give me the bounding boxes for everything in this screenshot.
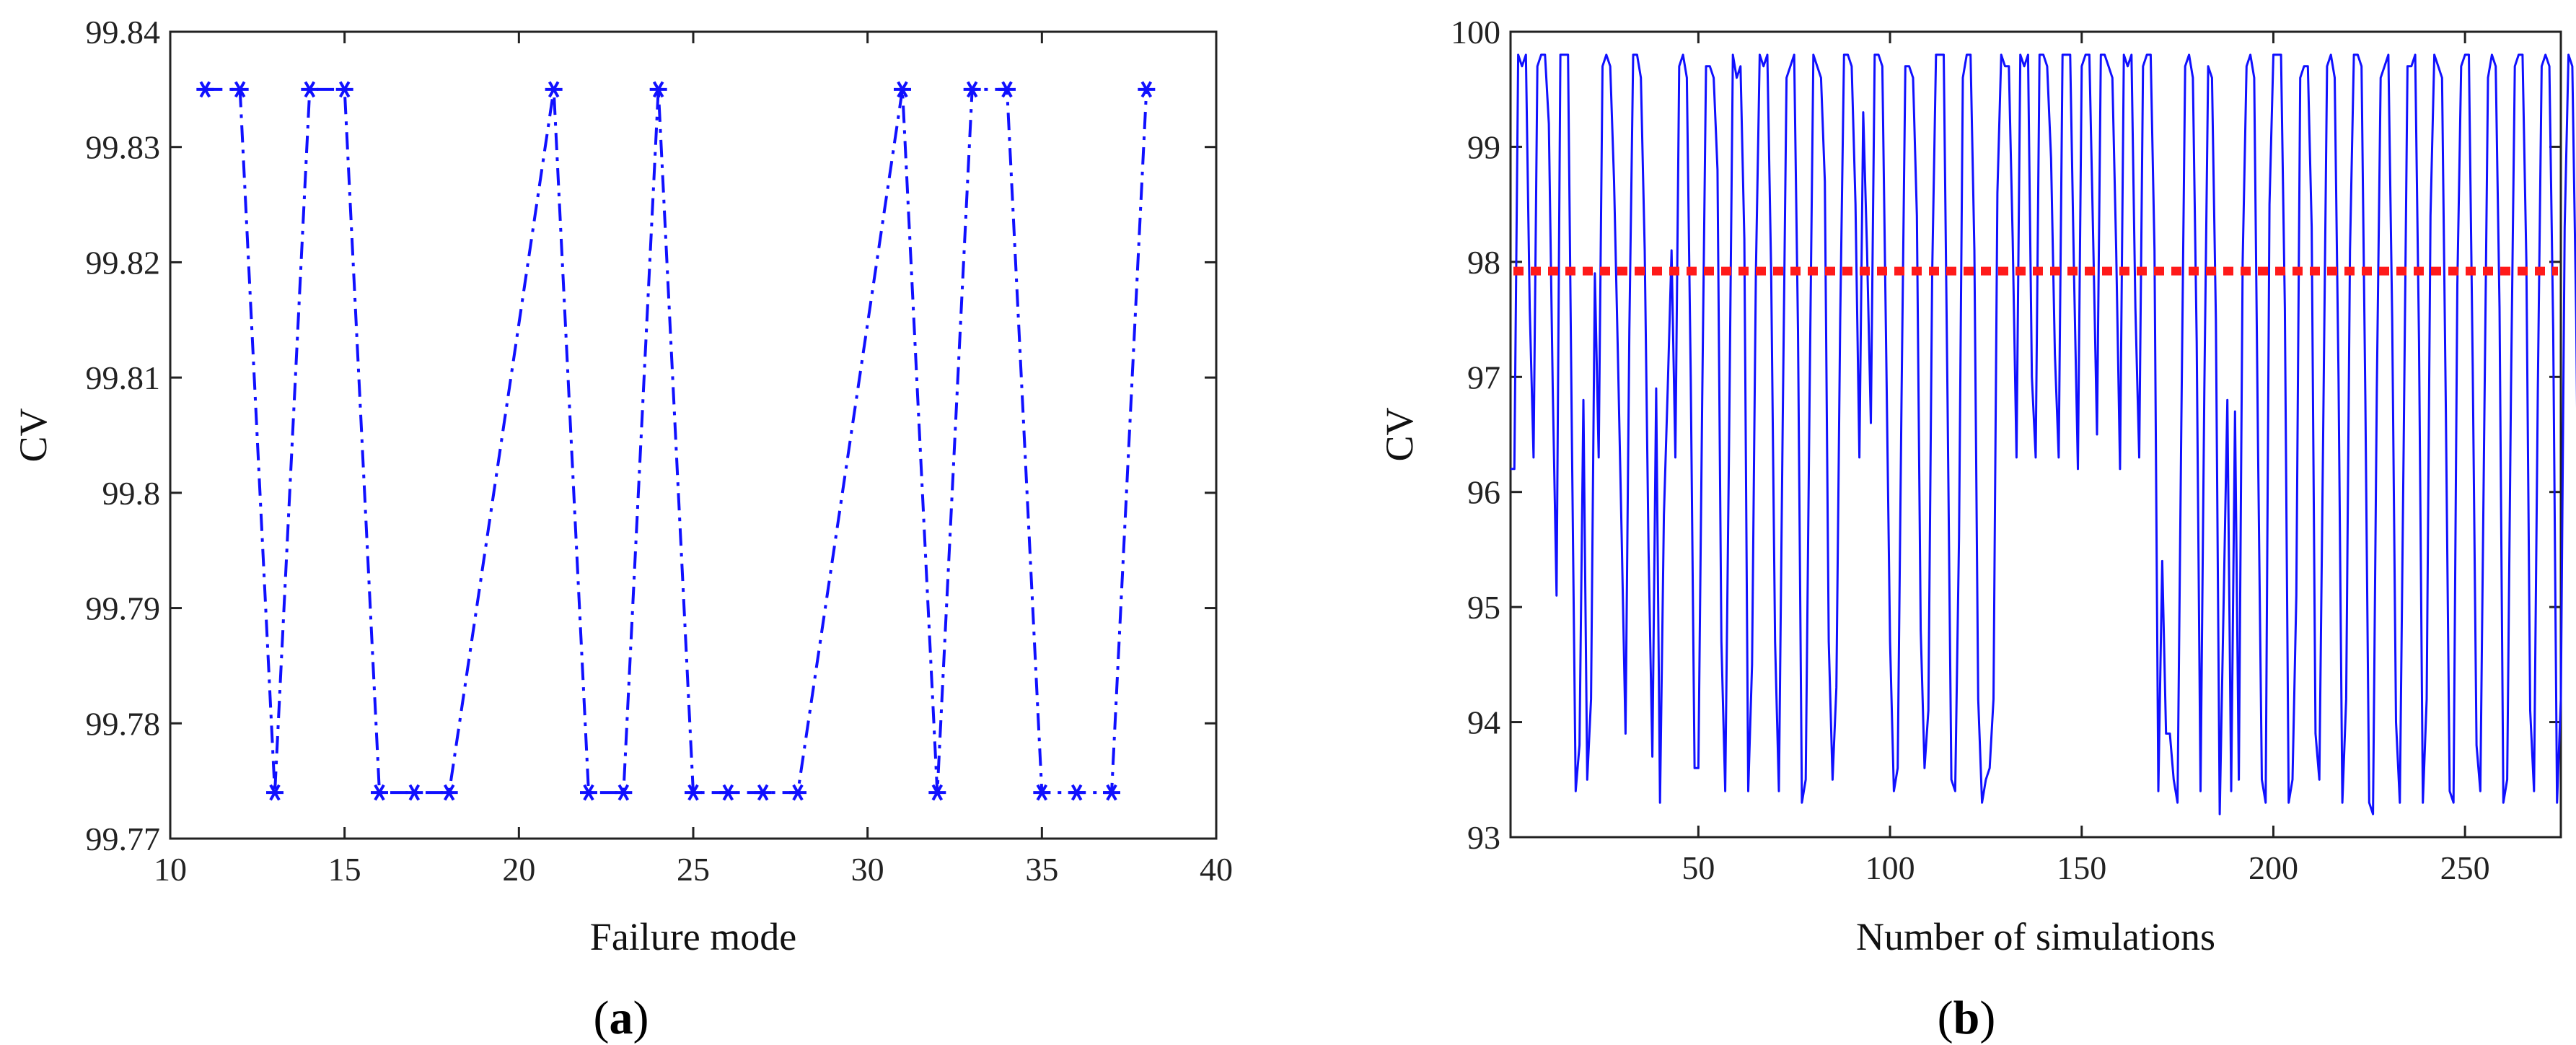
panel-b-x-tick-label: 150 [2057, 849, 2106, 886]
panel-a-plot-frame [169, 30, 1218, 840]
panel-a-y-tick-label: 99.81 [86, 359, 161, 396]
panel-a-data-point [963, 81, 981, 98]
panel-b-y-tick-label: 98 [1467, 244, 1500, 281]
panel-a-data-point [1068, 784, 1086, 801]
panel-a-data-point [649, 81, 667, 98]
panel-a-x-tick-label: 15 [328, 851, 361, 888]
panel-b-y-tick-label: 94 [1467, 704, 1500, 741]
panel-a-x-tick-label: 25 [677, 851, 710, 888]
panel-b-x-tick-label: 200 [2248, 849, 2298, 886]
panel-a-data-point [615, 784, 633, 801]
panel-b-x-tick-label: 100 [1865, 849, 1915, 886]
panel-b-y-axis-label: CV [1378, 407, 1421, 461]
panel-a-x-tick-label: 30 [851, 851, 884, 888]
panel-b-y-tick-label: 96 [1467, 474, 1500, 511]
panel-a-caption: (a) [594, 992, 649, 1044]
panel-b-x-axis-label: Number of simulations [1856, 915, 2215, 958]
panel-b-series-line [1511, 53, 2576, 816]
panel-a-series [196, 81, 1156, 801]
panel-a-data-point [754, 784, 772, 801]
panel-a-x-tick-label: 10 [154, 851, 187, 888]
panel-a-data-point [685, 784, 702, 801]
panel-a-data-point [894, 81, 911, 98]
panel-b-series [1511, 53, 2576, 816]
panel-b-y-tick-label: 100 [1451, 14, 1500, 51]
panel-a-data-point [580, 784, 597, 801]
panel-a-data-point [1103, 784, 1120, 801]
panel-a-data-point [266, 784, 283, 801]
panel-a-data-point [196, 81, 214, 98]
panel-a-data-point [789, 784, 806, 801]
panel-b-x-ticks: 50 100 150 200 250 [1682, 32, 2490, 886]
panel-b-plot-frame [1509, 30, 2562, 839]
panel-a-data-point [301, 81, 319, 98]
panel-a-y-tick-label: 99.83 [86, 129, 161, 166]
panel-b-y-tick-label: 93 [1467, 819, 1500, 856]
panel-a-x-ticks: 10 15 20 25 30 35 40 [154, 32, 1233, 888]
panel-a-data-point [998, 81, 1016, 98]
panel-a-data-point [231, 81, 249, 98]
panel-b-y-tick-label: 97 [1467, 359, 1500, 395]
panel-a-data-point [928, 784, 946, 801]
panel-b-y-tick-label: 99 [1467, 128, 1500, 165]
panel-a-series-line [205, 87, 1148, 795]
panel-a-y-axis-label: CV [12, 408, 55, 462]
panel-a-x-tick-label: 40 [1200, 851, 1233, 888]
panel-a-data-point [335, 81, 353, 98]
panel-a-y-tick-label: 99.77 [86, 821, 161, 857]
panel-a-data-point [1138, 81, 1156, 98]
panel-a-data-point [371, 784, 388, 801]
panel-a-x-tick-label: 20 [502, 851, 535, 888]
panel-a-y-tick-label: 99.8 [102, 475, 161, 512]
panel-b-y-tick-label: 95 [1467, 589, 1500, 626]
panel-a-y-tick-label: 99.82 [86, 244, 161, 281]
panel-b-caption: (b) [1938, 992, 1996, 1044]
panel-a-data-point [405, 784, 423, 801]
panel-a-x-tick-label: 35 [1025, 851, 1058, 888]
panel-b-y-ticks: 93 94 95 96 97 98 99 100 [1451, 14, 2561, 856]
panel-b-chart: 93 94 95 96 97 98 99 100 50 100 150 200 250 Number … [1378, 14, 2576, 1044]
panel-b-x-tick-label: 50 [1682, 849, 1715, 886]
panel-a-data-point [545, 81, 563, 98]
panel-a-y-tick-label: 99.84 [86, 14, 161, 51]
panel-a-y-tick-label: 99.79 [86, 590, 161, 627]
panel-a-y-ticks: 99.77 99.78 99.79 99.8 99.81 99.82 99.83 99.84 [86, 14, 1216, 857]
panel-a-data-point [440, 784, 458, 801]
panel-a-chart: 99.7799.7899.7999.899.8199.8299.8399.84 … [12, 14, 1233, 1044]
panel-a-y-tick-label: 99.78 [86, 705, 161, 742]
panel-a-x-axis-label: Failure mode [590, 915, 796, 958]
panel-b-x-tick-label: 250 [2440, 849, 2490, 886]
panel-a-data-point [719, 784, 737, 801]
panel-a-data-point [1033, 784, 1051, 801]
